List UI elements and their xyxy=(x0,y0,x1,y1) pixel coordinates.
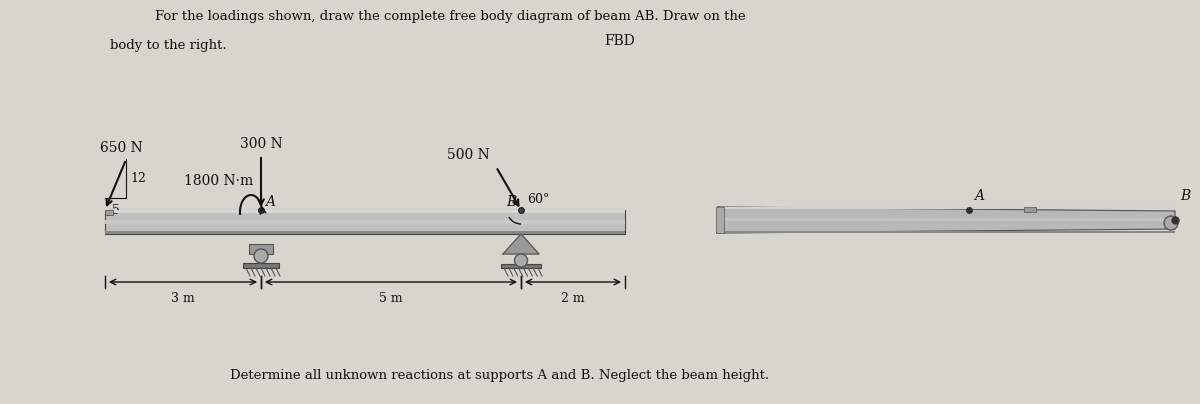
Circle shape xyxy=(254,249,268,263)
Text: body to the right.: body to the right. xyxy=(110,39,227,52)
Bar xyxy=(718,207,1175,210)
Text: 650 N: 650 N xyxy=(100,141,143,155)
Bar xyxy=(106,220,625,224)
Polygon shape xyxy=(718,207,1175,233)
Text: A: A xyxy=(974,189,984,203)
Text: B: B xyxy=(1180,189,1190,203)
Text: 500 N: 500 N xyxy=(448,148,490,162)
Bar xyxy=(106,210,625,234)
Bar xyxy=(250,244,274,254)
Text: 3 m: 3 m xyxy=(172,292,194,305)
Text: 60°: 60° xyxy=(527,193,550,206)
Circle shape xyxy=(515,254,528,267)
Bar xyxy=(1025,207,1037,212)
Bar xyxy=(106,231,625,234)
Polygon shape xyxy=(503,234,539,254)
Text: A: A xyxy=(265,195,275,209)
Text: For the loadings shown, draw the complete free body diagram of beam AB. Draw on : For the loadings shown, draw the complet… xyxy=(155,10,745,23)
Bar xyxy=(106,210,113,215)
Text: 12: 12 xyxy=(130,172,146,185)
Text: 5: 5 xyxy=(112,204,120,217)
Bar xyxy=(244,263,278,268)
Text: Determine all unknown reactions at supports A and B. Neglect the beam height.: Determine all unknown reactions at suppo… xyxy=(230,369,769,382)
Bar xyxy=(718,219,1175,221)
Text: FBD: FBD xyxy=(605,34,635,48)
Text: 5 m: 5 m xyxy=(379,292,403,305)
Bar xyxy=(716,207,724,233)
Bar xyxy=(718,231,1175,233)
Circle shape xyxy=(1164,216,1178,230)
Text: 1800 N·m: 1800 N·m xyxy=(185,174,253,188)
Bar xyxy=(502,264,541,268)
Text: 300 N: 300 N xyxy=(240,137,282,151)
Text: 2 m: 2 m xyxy=(562,292,584,305)
Text: B: B xyxy=(505,195,516,209)
Bar xyxy=(106,210,625,213)
